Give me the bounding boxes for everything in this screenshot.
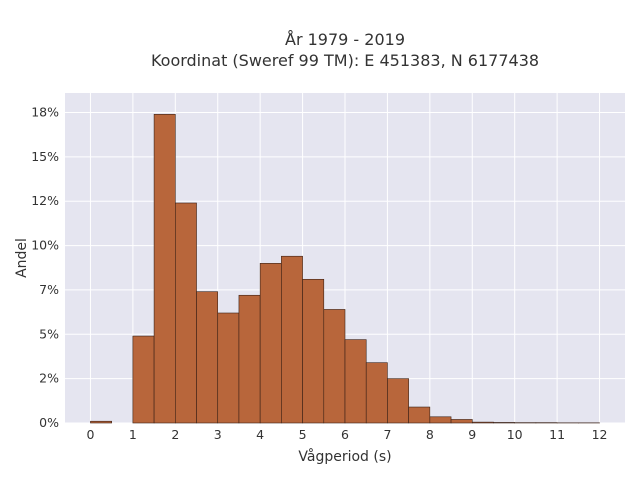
- histogram-bar: [344, 339, 367, 424]
- y-tick-label: 10%: [31, 238, 59, 253]
- y-tick-label: 2%: [39, 371, 59, 386]
- chart-title-line-1: År 1979 - 2019: [285, 30, 405, 49]
- x-tick-label: 4: [256, 427, 264, 442]
- chart-title-line-2: Koordinat (Sweref 99 TM): E 451383, N 61…: [151, 51, 539, 70]
- histogram-bar: [302, 278, 325, 424]
- histogram-bar: [387, 378, 409, 424]
- x-tick-label: 12: [592, 427, 608, 442]
- x-tick-label: 7: [383, 427, 391, 442]
- x-tick-label: 1: [129, 427, 137, 442]
- histogram-bar: [450, 419, 473, 424]
- bars: [90, 113, 600, 424]
- y-axis-ticks: 0% 2% 5% 7% 10% 12% 15% 18%: [31, 105, 59, 430]
- x-tick-label: 5: [299, 427, 307, 442]
- histogram-bar: [259, 263, 282, 424]
- y-axis-label: Andel: [14, 238, 30, 278]
- histogram-bar: [153, 113, 176, 424]
- x-tick-label: 8: [426, 427, 434, 442]
- x-tick-label: 10: [507, 427, 523, 442]
- x-axis-label: Vågperiod (s): [298, 448, 391, 465]
- histogram-bar: [323, 309, 346, 424]
- histogram-bar: [408, 406, 431, 424]
- histogram-bar: [196, 291, 219, 424]
- histogram-bar: [175, 202, 197, 424]
- y-tick-label: 7%: [39, 282, 59, 297]
- y-tick-label: 15%: [31, 149, 59, 164]
- y-tick-label: 0%: [39, 415, 59, 430]
- y-tick-label: 12%: [31, 193, 59, 208]
- histogram-bar: [429, 416, 452, 424]
- histogram-bar: [90, 420, 112, 424]
- x-tick-label: 11: [549, 427, 565, 442]
- histogram-bar: [238, 294, 261, 424]
- x-tick-label: 6: [341, 427, 349, 442]
- x-tick-label: 9: [468, 427, 476, 442]
- histogram-bar: [365, 362, 388, 424]
- x-tick-label: 3: [214, 427, 222, 442]
- histogram-bar: [132, 335, 155, 424]
- x-tick-label: 2: [171, 427, 179, 442]
- y-tick-label: 5%: [39, 326, 59, 341]
- y-tick-label: 18%: [31, 105, 59, 120]
- histogram-bar: [281, 255, 303, 424]
- x-tick-label: 0: [86, 427, 94, 442]
- histogram-bar: [471, 421, 494, 424]
- histogram-bar: [493, 422, 515, 424]
- histogram-bar: [217, 312, 240, 424]
- x-axis-ticks: 0 1 2 3 4 5 6 7 8 9 10 11 12: [86, 427, 607, 442]
